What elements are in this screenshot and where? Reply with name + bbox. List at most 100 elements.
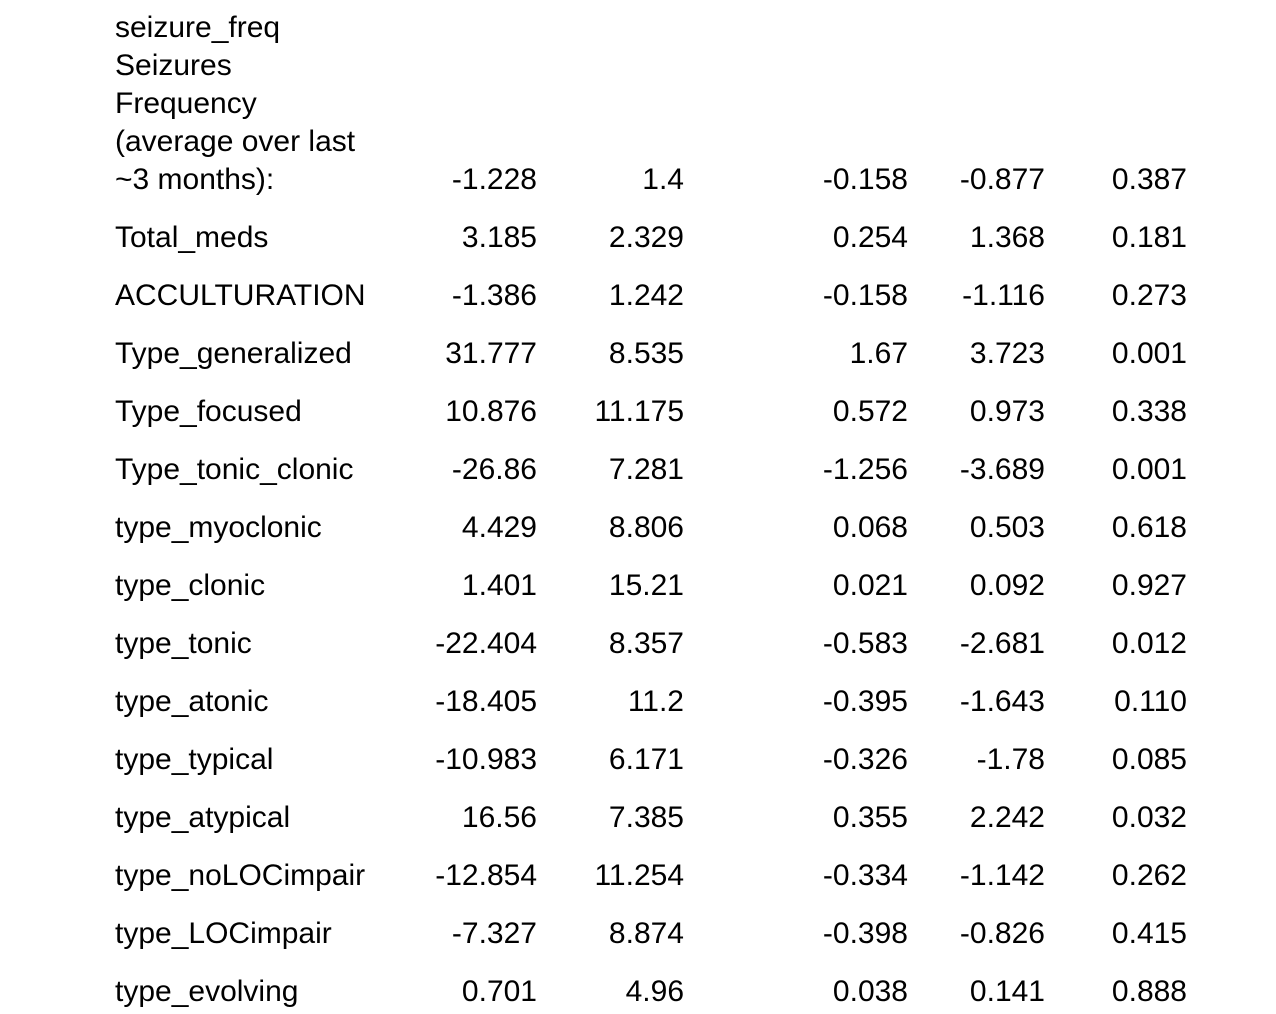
value-cell: 0.001 bbox=[1111, 453, 1187, 486]
table-row: ACCULTURATION -1.386 1.242 -0.158 -1.116… bbox=[115, 257, 1187, 315]
row-label: Type_tonic_clonic bbox=[115, 453, 354, 486]
value-cell: -1.78 bbox=[976, 743, 1045, 776]
value-cell: -12.854 bbox=[435, 859, 537, 892]
table-row: seizure_freq Seizures Frequency (average… bbox=[115, 0, 1187, 199]
value-cell: -1.643 bbox=[959, 685, 1045, 718]
value-cell: -3.689 bbox=[959, 453, 1045, 486]
value-cell: 3.185 bbox=[461, 221, 537, 254]
value-cell: 0.141 bbox=[969, 975, 1045, 1008]
value-cell: -1.142 bbox=[959, 859, 1045, 892]
value-cell: 0.012 bbox=[1111, 627, 1187, 660]
value-cell: -22.404 bbox=[435, 627, 537, 660]
value-cell: -2.681 bbox=[959, 627, 1045, 660]
value-cell: 11.2 bbox=[627, 685, 684, 718]
value-cell: 15.21 bbox=[608, 569, 684, 602]
value-cell: 4.429 bbox=[461, 511, 537, 544]
value-cell: 1.4 bbox=[642, 163, 684, 196]
value-cell: -0.158 bbox=[822, 279, 908, 312]
value-cell: 10.876 bbox=[445, 395, 537, 428]
value-cell: 4.96 bbox=[625, 975, 684, 1008]
value-cell: 0.355 bbox=[832, 801, 908, 834]
table-row: Type_generalized 31.777 8.535 1.67 3.723… bbox=[115, 315, 1187, 373]
value-cell: 11.254 bbox=[594, 859, 684, 892]
value-cell: 6.171 bbox=[608, 743, 684, 776]
value-cell: 0.927 bbox=[1111, 569, 1187, 602]
table-row: type_myoclonic 4.429 8.806 0.068 0.503 0… bbox=[115, 489, 1187, 547]
row-label: type_atypical bbox=[115, 801, 291, 834]
value-cell: 0.181 bbox=[1111, 221, 1187, 254]
value-cell: 0.092 bbox=[969, 569, 1045, 602]
row-label: Type_generalized bbox=[115, 337, 352, 370]
row-label: type_noLOCimpair bbox=[115, 859, 366, 892]
value-cell: 8.357 bbox=[608, 627, 684, 660]
row-label: ACCULTURATION bbox=[115, 279, 366, 312]
value-cell: -7.327 bbox=[451, 917, 537, 950]
value-cell: -0.395 bbox=[822, 685, 908, 718]
value-cell: -0.583 bbox=[822, 627, 908, 660]
row-label: type_tonic bbox=[115, 627, 252, 660]
value-cell: 11.175 bbox=[594, 395, 684, 428]
value-cell: 0.415 bbox=[1111, 917, 1187, 950]
value-cell: -1.228 bbox=[451, 163, 537, 196]
value-cell: 8.535 bbox=[608, 337, 684, 370]
table-row: type_noLOCimpair -12.854 11.254 -0.334 -… bbox=[115, 837, 1187, 895]
value-cell: 0.001 bbox=[1111, 337, 1187, 370]
value-cell: 0.038 bbox=[832, 975, 908, 1008]
value-cell: 8.874 bbox=[608, 917, 684, 950]
value-cell: 0.068 bbox=[832, 511, 908, 544]
value-cell: 0.888 bbox=[1111, 975, 1187, 1008]
value-cell: 0.503 bbox=[969, 511, 1045, 544]
value-cell: 0.032 bbox=[1111, 801, 1187, 834]
value-cell: 0.701 bbox=[461, 975, 537, 1008]
value-cell: 16.56 bbox=[461, 801, 537, 834]
table-row: Type_focused 10.876 11.175 0.572 0.973 0… bbox=[115, 373, 1187, 431]
coefficients-table-body: seizure_freq Seizures Frequency (average… bbox=[115, 0, 1187, 1011]
row-label: type_atonic bbox=[115, 685, 269, 718]
value-cell: 0.618 bbox=[1111, 511, 1187, 544]
row-label: Total_meds bbox=[115, 221, 269, 254]
value-cell: 1.368 bbox=[969, 221, 1045, 254]
value-cell: -0.398 bbox=[822, 917, 908, 950]
row-label: type_evolving bbox=[115, 975, 299, 1008]
table-row: type_clonic 1.401 15.21 0.021 0.092 0.92… bbox=[115, 547, 1187, 605]
table-row: type_tonic -22.404 8.357 -0.583 -2.681 0… bbox=[115, 605, 1187, 663]
table-row: type_atypical 16.56 7.385 0.355 2.242 0.… bbox=[115, 779, 1187, 837]
value-cell: 0.085 bbox=[1111, 743, 1187, 776]
value-cell: 0.338 bbox=[1111, 395, 1187, 428]
value-cell: 0.973 bbox=[969, 395, 1045, 428]
value-cell: -1.116 bbox=[962, 279, 1045, 312]
row-label: type_clonic bbox=[115, 569, 266, 602]
value-cell: -0.158 bbox=[822, 163, 908, 196]
value-cell: 1.67 bbox=[849, 337, 908, 370]
value-cell: 8.806 bbox=[608, 511, 684, 544]
row-label: type_myoclonic bbox=[115, 511, 322, 544]
value-cell: 0.262 bbox=[1111, 859, 1187, 892]
table-row: type_typical -10.983 6.171 -0.326 -1.78 … bbox=[115, 721, 1187, 779]
value-cell: -1.256 bbox=[822, 453, 908, 486]
table-row: Total_meds 3.185 2.329 0.254 1.368 0.181 bbox=[115, 199, 1187, 257]
value-cell: 1.242 bbox=[608, 279, 684, 312]
value-cell: -10.983 bbox=[435, 743, 537, 776]
value-cell: 2.329 bbox=[608, 221, 684, 254]
value-cell: 0.387 bbox=[1111, 163, 1187, 196]
value-cell: 2.242 bbox=[969, 801, 1045, 834]
row-label: seizure_freq Seizures Frequency (average… bbox=[115, 11, 356, 196]
table-row: type_atonic -18.405 11.2 -0.395 -1.643 0… bbox=[115, 663, 1187, 721]
value-cell: -0.334 bbox=[822, 859, 908, 892]
value-cell: 0.572 bbox=[832, 395, 908, 428]
value-cell: -0.877 bbox=[959, 163, 1045, 196]
coefficients-table: seizure_freq Seizures Frequency (average… bbox=[115, 0, 1187, 1011]
row-label: type_LOCimpair bbox=[115, 917, 332, 950]
value-cell: 31.777 bbox=[445, 337, 537, 370]
table-row: type_evolving 0.701 4.96 0.038 0.141 0.8… bbox=[115, 953, 1187, 1011]
value-cell: -0.326 bbox=[822, 743, 908, 776]
value-cell: 7.281 bbox=[608, 453, 684, 486]
table-row: type_LOCimpair -7.327 8.874 -0.398 -0.82… bbox=[115, 895, 1187, 953]
row-label: Type_focused bbox=[115, 395, 302, 428]
row-label: type_typical bbox=[115, 743, 274, 776]
value-cell: 0.021 bbox=[832, 569, 908, 602]
value-cell: -1.386 bbox=[451, 279, 537, 312]
value-cell: -0.826 bbox=[959, 917, 1045, 950]
value-cell: 0.273 bbox=[1111, 279, 1187, 312]
